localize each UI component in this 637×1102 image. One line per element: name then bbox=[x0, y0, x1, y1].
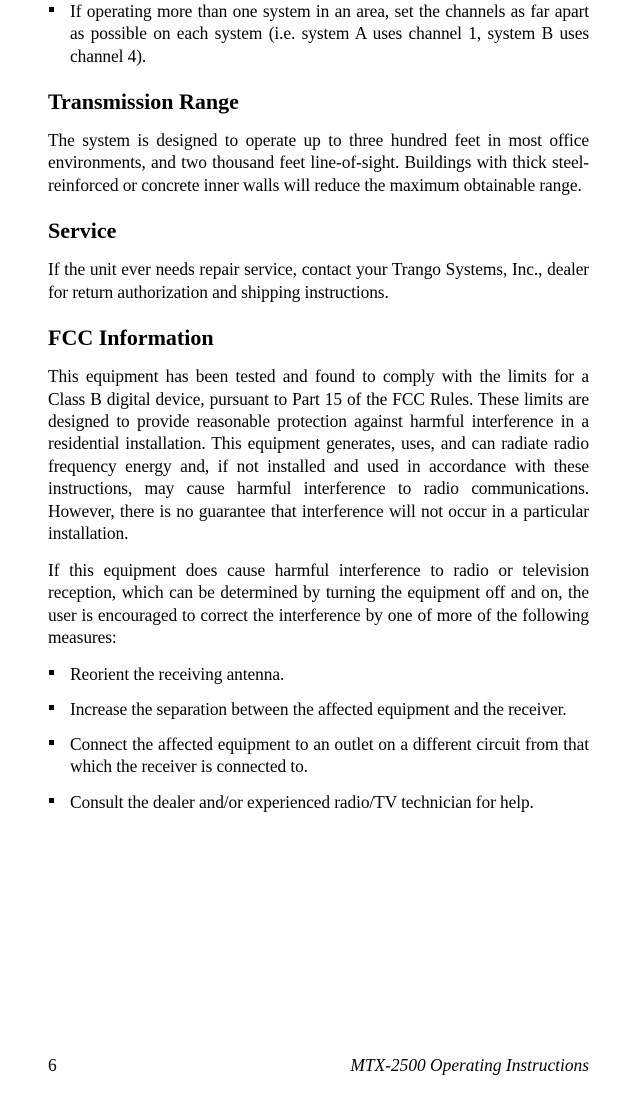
fcc-measures-list: Reorient the receiving antenna. Increase… bbox=[48, 663, 589, 813]
page-number: 6 bbox=[48, 1055, 57, 1076]
paragraph: If the unit ever needs repair service, c… bbox=[48, 258, 589, 303]
list-item: If operating more than one system in an … bbox=[48, 0, 589, 67]
list-item-text: Connect the affected equipment to an out… bbox=[70, 734, 589, 776]
page-footer: 6 MTX-2500 Operating Instructions bbox=[48, 1055, 589, 1076]
list-item-text: Consult the dealer and/or experienced ra… bbox=[70, 792, 534, 812]
bullet-icon bbox=[49, 705, 54, 710]
bullet-icon bbox=[49, 740, 54, 745]
list-item: Increase the separation between the affe… bbox=[48, 698, 589, 720]
bullet-icon bbox=[49, 7, 54, 12]
bullet-icon bbox=[49, 670, 54, 675]
list-item: Consult the dealer and/or experienced ra… bbox=[48, 791, 589, 813]
heading-fcc-information: FCC Information bbox=[48, 325, 589, 351]
list-item: Reorient the receiving antenna. bbox=[48, 663, 589, 685]
list-item-text: If operating more than one system in an … bbox=[70, 1, 589, 66]
paragraph: If this equipment does cause harmful int… bbox=[48, 559, 589, 649]
page-content: If operating more than one system in an … bbox=[48, 0, 589, 813]
heading-transmission-range: Transmission Range bbox=[48, 89, 589, 115]
document-page: If operating more than one system in an … bbox=[0, 0, 637, 1102]
list-item-text: Reorient the receiving antenna. bbox=[70, 664, 284, 684]
heading-service: Service bbox=[48, 218, 589, 244]
footer-doc-title: MTX-2500 Operating Instructions bbox=[350, 1055, 589, 1076]
top-bullet-list: If operating more than one system in an … bbox=[48, 0, 589, 67]
list-item-text: Increase the separation between the affe… bbox=[70, 699, 567, 719]
paragraph: This equipment has been tested and found… bbox=[48, 365, 589, 545]
paragraph: The system is designed to operate up to … bbox=[48, 129, 589, 196]
bullet-icon bbox=[49, 798, 54, 803]
list-item: Connect the affected equipment to an out… bbox=[48, 733, 589, 778]
